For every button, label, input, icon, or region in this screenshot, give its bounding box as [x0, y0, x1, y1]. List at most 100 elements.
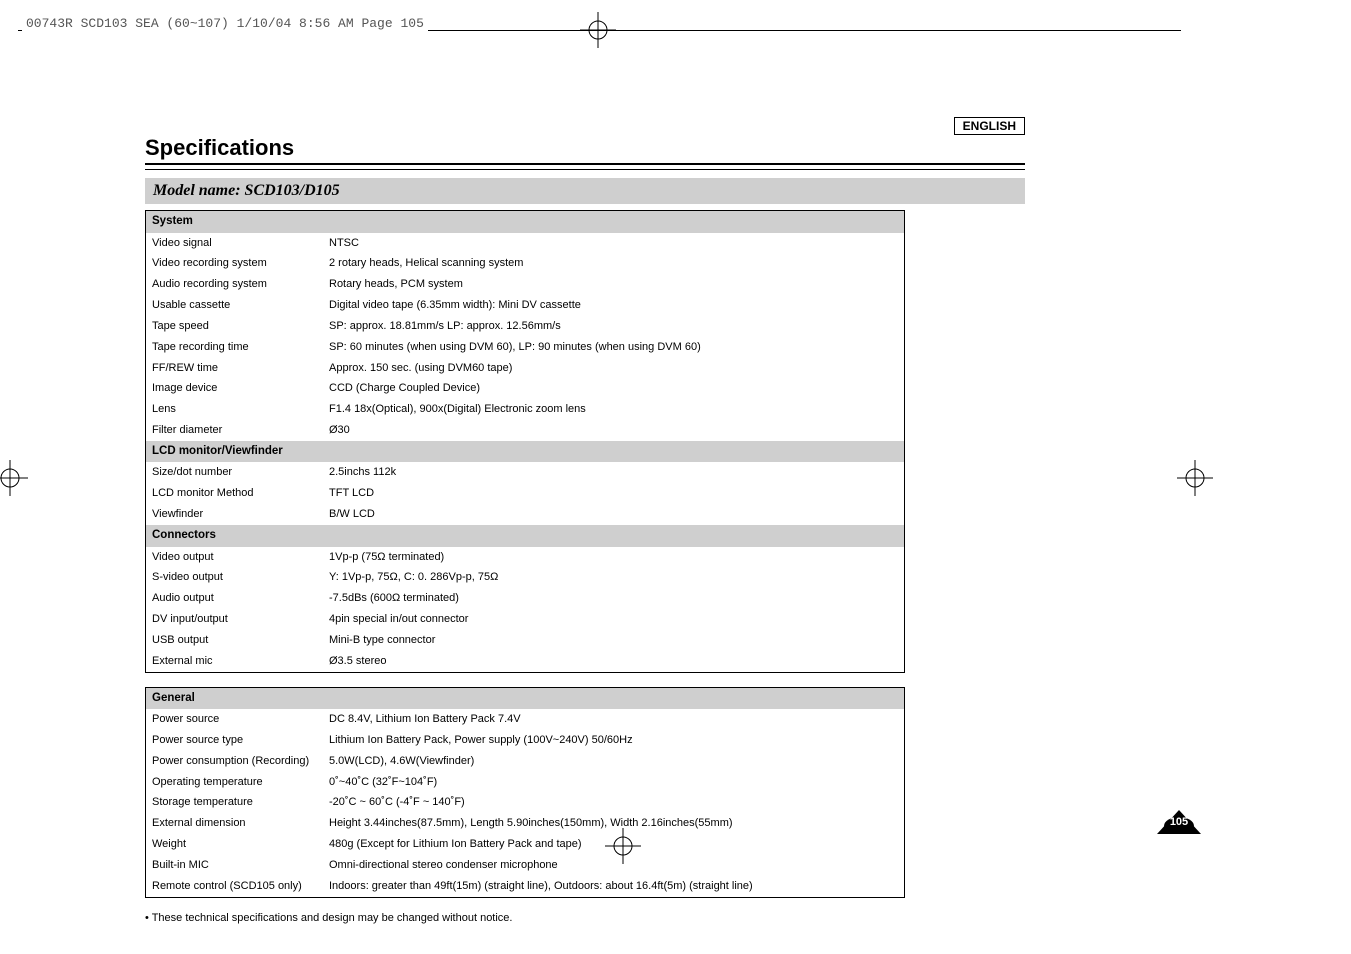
section-head-label: General	[146, 687, 905, 709]
spec-row: External dimensionHeight 3.44inches(87.5…	[146, 813, 905, 834]
model-name-bar: Model name: SCD103/D105	[145, 178, 1025, 204]
spec-label: Lens	[146, 399, 324, 420]
registration-mark-top	[580, 12, 616, 48]
header-rule	[18, 30, 1181, 31]
header-filecode: 00743R SCD103 SEA (60~107) 1/10/04 8:56 …	[22, 16, 428, 31]
spec-value: CCD (Charge Coupled Device)	[323, 378, 905, 399]
spec-row: Audio recording systemRotary heads, PCM …	[146, 274, 905, 295]
spec-row: LensF1.4 18x(Optical), 900x(Digital) Ele…	[146, 399, 905, 420]
spec-value: 5.0W(LCD), 4.6W(Viewfinder)	[323, 751, 905, 772]
spec-row: Weight480g (Except for Lithium Ion Batte…	[146, 834, 905, 855]
spec-label: DV input/output	[146, 609, 324, 630]
spec-row: Audio output-7.5dBs (600Ω terminated)	[146, 588, 905, 609]
spec-row: Video recording system2 rotary heads, He…	[146, 253, 905, 274]
spec-value: 1Vp-p (75Ω terminated)	[323, 547, 905, 568]
spec-value: 480g (Except for Lithium Ion Battery Pac…	[323, 834, 905, 855]
spec-value: B/W LCD	[323, 504, 905, 525]
spec-label: Tape speed	[146, 316, 324, 337]
spec-label: Video recording system	[146, 253, 324, 274]
section-head-label: LCD monitor/Viewfinder	[146, 441, 905, 463]
section-head: System	[146, 211, 905, 233]
spec-row: Remote control (SCD105 only)Indoors: gre…	[146, 876, 905, 897]
spec-label: Size/dot number	[146, 462, 324, 483]
spec-label: Storage temperature	[146, 792, 324, 813]
spec-row: Video signalNTSC	[146, 233, 905, 254]
spec-label: Tape recording time	[146, 337, 324, 358]
spec-label: Operating temperature	[146, 772, 324, 793]
footnote: • These technical specifications and des…	[145, 912, 1025, 924]
section-head: General	[146, 687, 905, 709]
spec-row: Image deviceCCD (Charge Coupled Device)	[146, 378, 905, 399]
spec-label: Remote control (SCD105 only)	[146, 876, 324, 897]
spec-value: NTSC	[323, 233, 905, 254]
section-head-label: Connectors	[146, 525, 905, 547]
registration-mark-right	[1177, 460, 1213, 496]
spec-value: SP: 60 minutes (when using DVM 60), LP: …	[323, 337, 905, 358]
spec-label: S-video output	[146, 567, 324, 588]
spec-row: External micØ3.5 stereo	[146, 651, 905, 672]
spec-value: Lithium Ion Battery Pack, Power supply (…	[323, 730, 905, 751]
spec-value: Omni-directional stereo condenser microp…	[323, 855, 905, 876]
spec-label: Power source	[146, 709, 324, 730]
spec-value: Rotary heads, PCM system	[323, 274, 905, 295]
spec-table-main: SystemVideo signalNTSCVideo recording sy…	[145, 210, 905, 673]
page-number: 105	[1157, 816, 1201, 828]
spec-value: Height 3.44inches(87.5mm), Length 5.90in…	[323, 813, 905, 834]
spec-label: FF/REW time	[146, 358, 324, 379]
registration-mark-left	[0, 460, 28, 496]
spec-value: 2 rotary heads, Helical scanning system	[323, 253, 905, 274]
spec-value: TFT LCD	[323, 483, 905, 504]
spec-label: Video signal	[146, 233, 324, 254]
spec-label: Audio output	[146, 588, 324, 609]
spec-row: Filter diameterØ30	[146, 420, 905, 441]
spec-value: 2.5inchs 112k	[323, 462, 905, 483]
spec-value: -20˚C ~ 60˚C (-4˚F ~ 140˚F)	[323, 792, 905, 813]
spec-label: Audio recording system	[146, 274, 324, 295]
spec-row: Operating temperature0˚~40˚C (32˚F~104˚F…	[146, 772, 905, 793]
spec-value: F1.4 18x(Optical), 900x(Digital) Electro…	[323, 399, 905, 420]
spec-row: Built-in MICOmni-directional stereo cond…	[146, 855, 905, 876]
title-underline	[145, 169, 1025, 170]
section-head: LCD monitor/Viewfinder	[146, 441, 905, 463]
spec-label: Filter diameter	[146, 420, 324, 441]
spec-value: SP: approx. 18.81mm/s LP: approx. 12.56m…	[323, 316, 905, 337]
spec-row: Storage temperature-20˚C ~ 60˚C (-4˚F ~ …	[146, 792, 905, 813]
spec-row: Tape speedSP: approx. 18.81mm/s LP: appr…	[146, 316, 905, 337]
spec-value: Ø3.5 stereo	[323, 651, 905, 672]
spec-label: Built-in MIC	[146, 855, 324, 876]
spec-row: LCD monitor MethodTFT LCD	[146, 483, 905, 504]
section-head-label: System	[146, 211, 905, 233]
page-number-badge: 105	[1157, 810, 1201, 834]
spec-label: Power consumption (Recording)	[146, 751, 324, 772]
spec-row: Power sourceDC 8.4V, Lithium Ion Battery…	[146, 709, 905, 730]
spec-value: 0˚~40˚C (32˚F~104˚F)	[323, 772, 905, 793]
spec-value: Y: 1Vp-p, 75Ω, C: 0. 286Vp-p, 75Ω	[323, 567, 905, 588]
language-box: ENGLISH	[954, 117, 1025, 135]
spec-value: 4pin special in/out connector	[323, 609, 905, 630]
spec-value: Mini-B type connector	[323, 630, 905, 651]
spec-value: Approx. 150 sec. (using DVM60 tape)	[323, 358, 905, 379]
spec-table-general: GeneralPower sourceDC 8.4V, Lithium Ion …	[145, 687, 905, 898]
spec-row: ViewfinderB/W LCD	[146, 504, 905, 525]
spec-value: Digital video tape (6.35mm width): Mini …	[323, 295, 905, 316]
spec-row: DV input/output4pin special in/out conne…	[146, 609, 905, 630]
spec-row: Usable cassetteDigital video tape (6.35m…	[146, 295, 905, 316]
spec-label: USB output	[146, 630, 324, 651]
spec-label: External dimension	[146, 813, 324, 834]
spec-value: DC 8.4V, Lithium Ion Battery Pack 7.4V	[323, 709, 905, 730]
spec-label: Video output	[146, 547, 324, 568]
spec-row: Tape recording timeSP: 60 minutes (when …	[146, 337, 905, 358]
spec-row: Power source typeLithium Ion Battery Pac…	[146, 730, 905, 751]
spec-label: Viewfinder	[146, 504, 324, 525]
spec-value: Ø30	[323, 420, 905, 441]
spec-value: Indoors: greater than 49ft(15m) (straigh…	[323, 876, 905, 897]
spec-label: Image device	[146, 378, 324, 399]
page-title: Specifications	[145, 135, 1025, 165]
spec-row: Size/dot number2.5inchs 112k	[146, 462, 905, 483]
spec-label: Power source type	[146, 730, 324, 751]
page-content: ENGLISH Specifications Model name: SCD10…	[145, 135, 1025, 924]
spec-label: Weight	[146, 834, 324, 855]
spec-row: USB outputMini-B type connector	[146, 630, 905, 651]
spec-row: FF/REW timeApprox. 150 sec. (using DVM60…	[146, 358, 905, 379]
spec-label: LCD monitor Method	[146, 483, 324, 504]
